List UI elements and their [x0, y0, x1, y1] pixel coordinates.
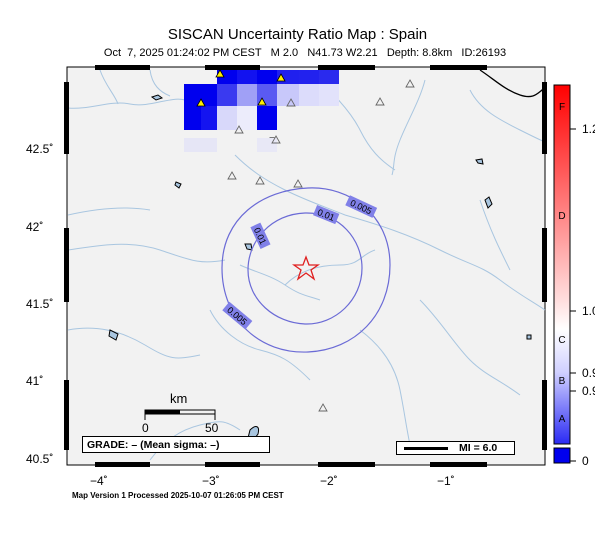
- scale-bar: [144, 409, 216, 420]
- station-triangle-icon: [215, 69, 225, 78]
- map-area: [66, 66, 546, 466]
- colorbar: [553, 84, 571, 445]
- contour-label-bg: [313, 204, 340, 225]
- y-tick-label: 41˚: [26, 374, 44, 388]
- epicenter-star-icon: [291, 255, 321, 281]
- event-id: ID:26193: [461, 47, 507, 59]
- grade-letter: D: [558, 211, 566, 222]
- map-title: SISCAN Uncertainty Ratio Map : Spain: [167, 26, 428, 43]
- event-subtitle: Oct 7, 2025 01:24:02 PM CEST M 2.0 N41.7…: [0, 47, 595, 59]
- contour-label-bg: [345, 195, 378, 218]
- event-depth: Depth: 8.8km: [386, 47, 453, 59]
- station-triangle-icon: [293, 179, 303, 188]
- y-tick-label: 40.5˚: [26, 452, 54, 466]
- station-triangle-icon: [234, 125, 244, 134]
- grade-box: GRADE: – (Mean sigma: –): [82, 436, 270, 453]
- station-triangle-icon: [257, 97, 267, 106]
- station-triangle-icon: [196, 98, 206, 107]
- mi-legend-label: MI = 6.0: [459, 442, 498, 454]
- grade-letter: B: [558, 376, 566, 387]
- colorbar-min-swatch: [553, 447, 571, 464]
- y-tick-label: 41.5˚: [26, 297, 54, 311]
- grade-letter: A: [558, 414, 566, 425]
- frame-ticks: [64, 65, 547, 467]
- station-triangle-icon: [276, 73, 286, 82]
- mi-legend: MI = 6.0: [396, 441, 515, 455]
- station-triangle-icon: [271, 135, 281, 144]
- scale-start-label: 0: [142, 421, 149, 435]
- scale-unit-label: km: [170, 391, 188, 406]
- contours: [221, 187, 391, 353]
- colorbar-ticks: [570, 128, 576, 462]
- event-magnitude: M 2.0: [270, 47, 299, 59]
- uncertainty-cells: [184, 70, 339, 152]
- colorbar-tick-label: 0.9: [582, 384, 595, 398]
- x-tick-label: −2˚: [320, 474, 338, 488]
- mi-bar-icon: [404, 447, 448, 450]
- colorbar-tick-label: 0: [582, 454, 589, 468]
- y-tick-label: 42˚: [26, 220, 44, 234]
- stations: [196, 69, 415, 412]
- colorbar-tick-label: 0.9: [582, 366, 595, 380]
- station-triangle-icon: [227, 171, 237, 180]
- colorbar-tick-label: 1.0: [582, 304, 595, 318]
- station-triangle-icon: [405, 79, 415, 88]
- station-triangle-icon: [318, 403, 328, 412]
- station-triangle-icon: [286, 98, 296, 107]
- event-date: Oct 7, 2025 01:24:02 PM CEST: [103, 47, 262, 59]
- grade-letter: C: [558, 335, 566, 346]
- contour-label-bg: [250, 222, 271, 249]
- x-tick-label: −3˚: [202, 474, 220, 488]
- event-location: N41.73 W2.21: [307, 47, 378, 59]
- x-tick-label: −1˚: [437, 474, 455, 488]
- coastline: [479, 69, 546, 98]
- contour-label-bg: [222, 301, 253, 330]
- station-triangle-icon: [255, 176, 265, 185]
- colorbar-tick-label: 1.2: [582, 122, 595, 136]
- rivers: [67, 69, 546, 461]
- scale-end-label: 50: [205, 421, 219, 435]
- grade-letter: F: [558, 102, 566, 113]
- y-tick-label: 42.5˚: [26, 142, 54, 156]
- map-version-footer: Map Version 1 Processed 2025-10-07 01:26…: [72, 491, 284, 500]
- x-tick-label: −4˚: [90, 474, 108, 488]
- station-triangle-icon: [375, 97, 385, 106]
